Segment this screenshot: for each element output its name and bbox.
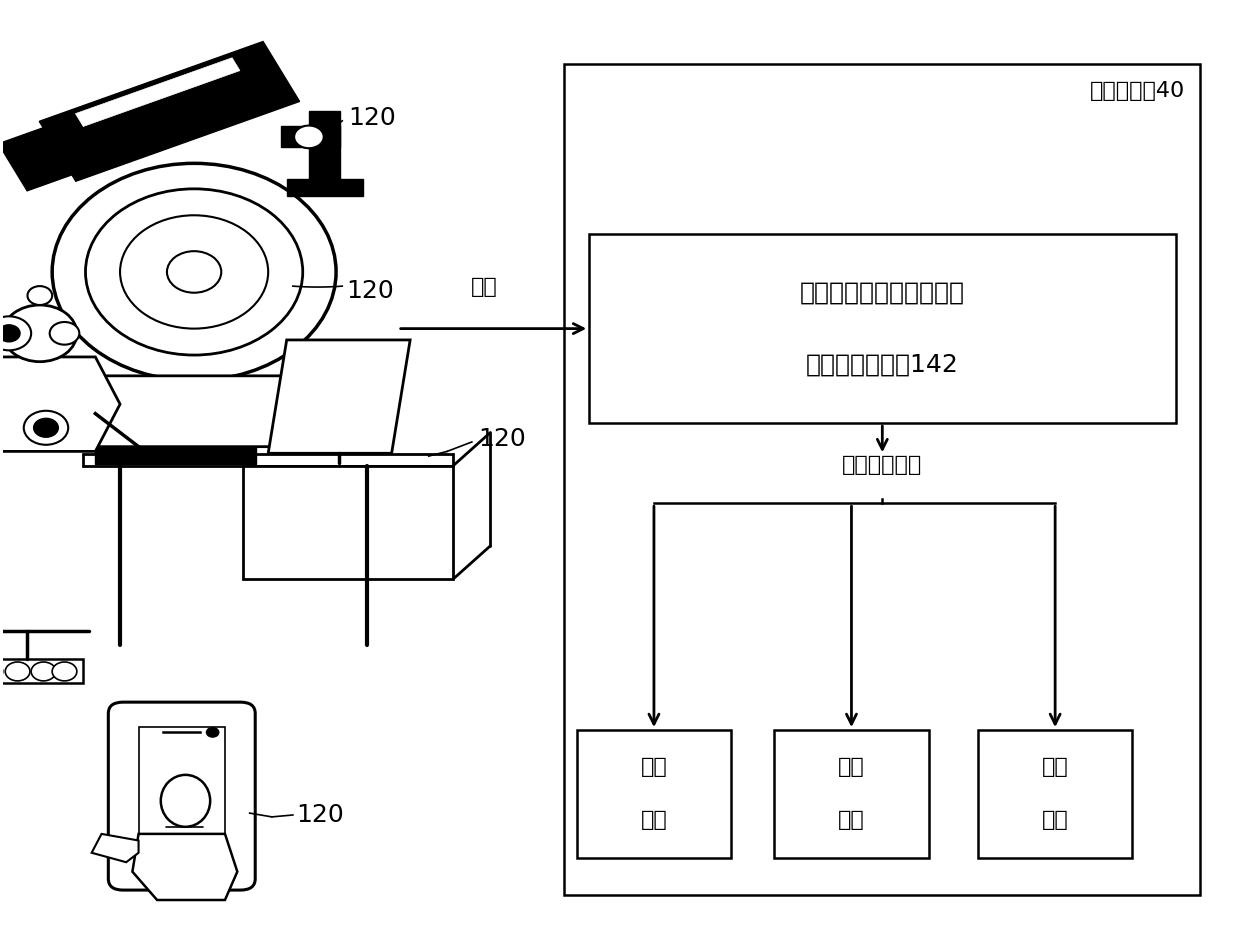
Circle shape	[0, 662, 2, 681]
FancyBboxPatch shape	[108, 702, 255, 890]
Circle shape	[207, 728, 218, 737]
Bar	[139, 727, 224, 850]
Bar	[978, 730, 1132, 858]
Circle shape	[120, 216, 268, 329]
Bar	[577, 730, 732, 858]
Text: 120: 120	[479, 428, 526, 451]
Bar	[83, 454, 454, 466]
Circle shape	[167, 251, 221, 293]
Circle shape	[0, 316, 31, 351]
Text: 安防: 安防	[1042, 757, 1069, 777]
Circle shape	[2, 305, 77, 362]
Circle shape	[52, 163, 336, 381]
Bar	[286, 180, 363, 197]
Bar	[589, 234, 1176, 423]
Text: 分析: 分析	[838, 810, 864, 830]
Text: 报警: 报警	[1042, 810, 1069, 830]
Circle shape	[86, 189, 303, 355]
Circle shape	[5, 662, 30, 681]
Bar	[309, 111, 340, 187]
Circle shape	[294, 125, 324, 148]
Circle shape	[31, 662, 56, 681]
Circle shape	[0, 325, 20, 342]
Text: 视频: 视频	[838, 757, 864, 777]
Ellipse shape	[161, 775, 210, 826]
Text: 视频: 视频	[471, 277, 497, 297]
Circle shape	[33, 418, 58, 437]
Circle shape	[171, 853, 193, 870]
Polygon shape	[40, 42, 300, 181]
Polygon shape	[0, 127, 72, 191]
Bar	[280, 126, 340, 147]
Bar	[564, 65, 1200, 895]
Circle shape	[24, 410, 68, 445]
Bar	[95, 446, 255, 464]
Text: 检测: 检测	[641, 810, 667, 830]
Text: 120: 120	[348, 106, 396, 130]
Polygon shape	[133, 834, 237, 900]
Polygon shape	[268, 340, 410, 453]
Circle shape	[50, 322, 79, 345]
Circle shape	[52, 662, 77, 681]
Text: 计算机设夁40: 计算机设夁40	[1090, 81, 1185, 101]
Polygon shape	[52, 376, 336, 446]
Text: 时序动作提名: 时序动作提名	[842, 455, 923, 475]
Text: 120: 120	[346, 279, 394, 303]
Text: 动作: 动作	[641, 757, 667, 777]
Polygon shape	[0, 357, 120, 451]
Polygon shape	[76, 58, 239, 126]
Polygon shape	[92, 834, 139, 863]
Bar	[243, 466, 454, 579]
Circle shape	[27, 286, 52, 305]
Text: 提名的生成模型142: 提名的生成模型142	[806, 352, 959, 376]
Bar	[774, 730, 929, 858]
Text: 基于稃密边界的时序动作: 基于稃密边界的时序动作	[800, 280, 965, 305]
Bar	[0, 659, 83, 683]
Text: 120: 120	[296, 803, 345, 827]
